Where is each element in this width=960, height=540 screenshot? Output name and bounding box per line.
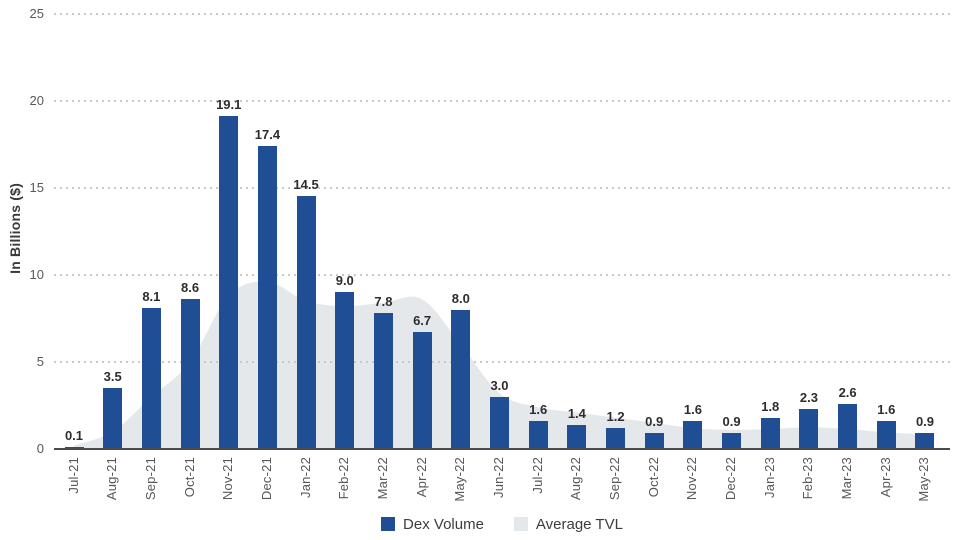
bar-May-23 bbox=[915, 433, 935, 449]
gridline-25 bbox=[54, 12, 952, 15]
x-axis-label: Jun-22 bbox=[490, 457, 506, 498]
x-axis-label: Oct-21 bbox=[181, 457, 197, 498]
bar-value-label: 8.6 bbox=[180, 280, 200, 296]
bar-value-label: 0.9 bbox=[645, 414, 664, 430]
gridline-10 bbox=[54, 273, 952, 276]
bar-Feb-23 bbox=[799, 408, 819, 449]
bar-Oct-21 bbox=[180, 299, 200, 449]
gridline-5 bbox=[54, 360, 952, 363]
bar-Apr-22 bbox=[412, 332, 432, 449]
bar-value-label: 1.6 bbox=[683, 402, 702, 418]
bar-Sep-22 bbox=[606, 428, 626, 449]
x-axis-label: May-23 bbox=[916, 457, 932, 502]
bar-value-label: 17.4 bbox=[254, 126, 281, 142]
x-axis-label: Mar-22 bbox=[374, 457, 390, 500]
bar-value-label: 6.7 bbox=[413, 313, 432, 329]
y-tick-label: 5 bbox=[36, 353, 44, 369]
y-tick-label: 10 bbox=[29, 266, 44, 282]
dex-volume-swatch-icon bbox=[381, 517, 396, 531]
bar-Dec-22 bbox=[722, 433, 742, 449]
bar-Sep-21 bbox=[141, 307, 161, 449]
bar-value-label: 1.8 bbox=[761, 398, 780, 414]
legend-item-average-tvl: Average TVL bbox=[513, 515, 623, 533]
bar-Jun-22 bbox=[489, 396, 509, 449]
bar-Nov-22 bbox=[683, 421, 703, 449]
x-axis-label: Jul-22 bbox=[529, 457, 545, 494]
x-axis-label: Aug-22 bbox=[568, 457, 584, 501]
x-axis-label: Sep-21 bbox=[142, 457, 158, 501]
y-tick-label: 0 bbox=[36, 441, 44, 456]
x-axis-label: Aug-21 bbox=[104, 457, 120, 501]
gridline-15 bbox=[54, 186, 952, 189]
bar-value-label: 0.1 bbox=[64, 428, 84, 444]
bar-Oct-22 bbox=[644, 433, 664, 449]
bar-value-label: 1.6 bbox=[529, 402, 548, 418]
bar-Apr-23 bbox=[876, 421, 896, 449]
x-axis-label: Jan-23 bbox=[761, 457, 777, 498]
y-axis-title: In Billions ($) bbox=[7, 183, 23, 274]
bar-Aug-22 bbox=[567, 424, 587, 449]
bar-Aug-21 bbox=[103, 388, 123, 449]
bar-value-label: 2.3 bbox=[799, 389, 818, 405]
x-axis-label: Feb-22 bbox=[336, 457, 352, 500]
x-axis-label: Apr-22 bbox=[413, 457, 429, 498]
bar-May-22 bbox=[451, 309, 471, 449]
legend-item-dex-volume: Dex Volume bbox=[381, 516, 484, 533]
gridline-20 bbox=[54, 99, 952, 102]
bar-Dec-21 bbox=[257, 145, 277, 449]
bar-value-label: 1.2 bbox=[606, 409, 625, 425]
x-axis-label: Apr-23 bbox=[877, 457, 893, 498]
bar-value-label: 8.0 bbox=[451, 290, 470, 306]
x-axis-line bbox=[54, 448, 950, 450]
bar-value-label: 0.9 bbox=[915, 414, 935, 430]
x-axis-label: Nov-22 bbox=[684, 457, 700, 501]
x-axis-label: Oct-22 bbox=[645, 457, 661, 498]
bar-value-label: 1.4 bbox=[567, 405, 586, 421]
bar-value-label: 19.1 bbox=[216, 97, 242, 113]
bar-Jul-22 bbox=[528, 421, 548, 449]
bar-Mar-23 bbox=[838, 403, 858, 449]
x-axis-label: Sep-22 bbox=[607, 457, 623, 501]
bar-value-label: 3.0 bbox=[490, 377, 509, 393]
average-tvl-swatch-icon bbox=[513, 517, 528, 531]
bar-value-label: 1.6 bbox=[877, 402, 896, 418]
x-axis-label: May-22 bbox=[452, 457, 468, 502]
bar-Jan-22 bbox=[296, 196, 316, 449]
legend: Dex Volume Average TVL bbox=[54, 512, 950, 536]
legend-label-average-tvl: Average TVL bbox=[535, 515, 623, 533]
x-axis-label: Nov-21 bbox=[220, 457, 236, 501]
x-axis-label: Jul-21 bbox=[65, 457, 81, 494]
bar-Nov-21 bbox=[219, 116, 239, 449]
bar-value-label: 7.8 bbox=[374, 294, 393, 310]
bar-value-label: 14.5 bbox=[293, 177, 319, 193]
bar-value-label: 3.5 bbox=[103, 369, 122, 385]
y-tick-label: 15 bbox=[29, 179, 44, 195]
bar-value-label: 0.9 bbox=[722, 414, 741, 430]
legend-label-dex-volume: Dex Volume bbox=[403, 515, 484, 533]
bar-Mar-22 bbox=[373, 313, 393, 449]
x-axis-label: Dec-21 bbox=[258, 457, 274, 501]
bar-value-label: 2.6 bbox=[838, 384, 857, 400]
bar-value-label: 8.1 bbox=[142, 288, 161, 304]
average-tvl-area bbox=[74, 281, 925, 449]
bar-Feb-22 bbox=[335, 292, 355, 449]
y-tick-label: 25 bbox=[29, 5, 44, 21]
x-axis-label: Dec-22 bbox=[723, 457, 739, 501]
x-axis-label: Jan-22 bbox=[297, 457, 313, 498]
y-tick-label: 20 bbox=[29, 92, 44, 108]
bar-Jan-23 bbox=[760, 417, 780, 449]
x-axis-label: Feb-23 bbox=[800, 457, 816, 500]
bar-value-label: 9.0 bbox=[335, 273, 354, 289]
x-axis-label: Mar-23 bbox=[839, 457, 855, 500]
